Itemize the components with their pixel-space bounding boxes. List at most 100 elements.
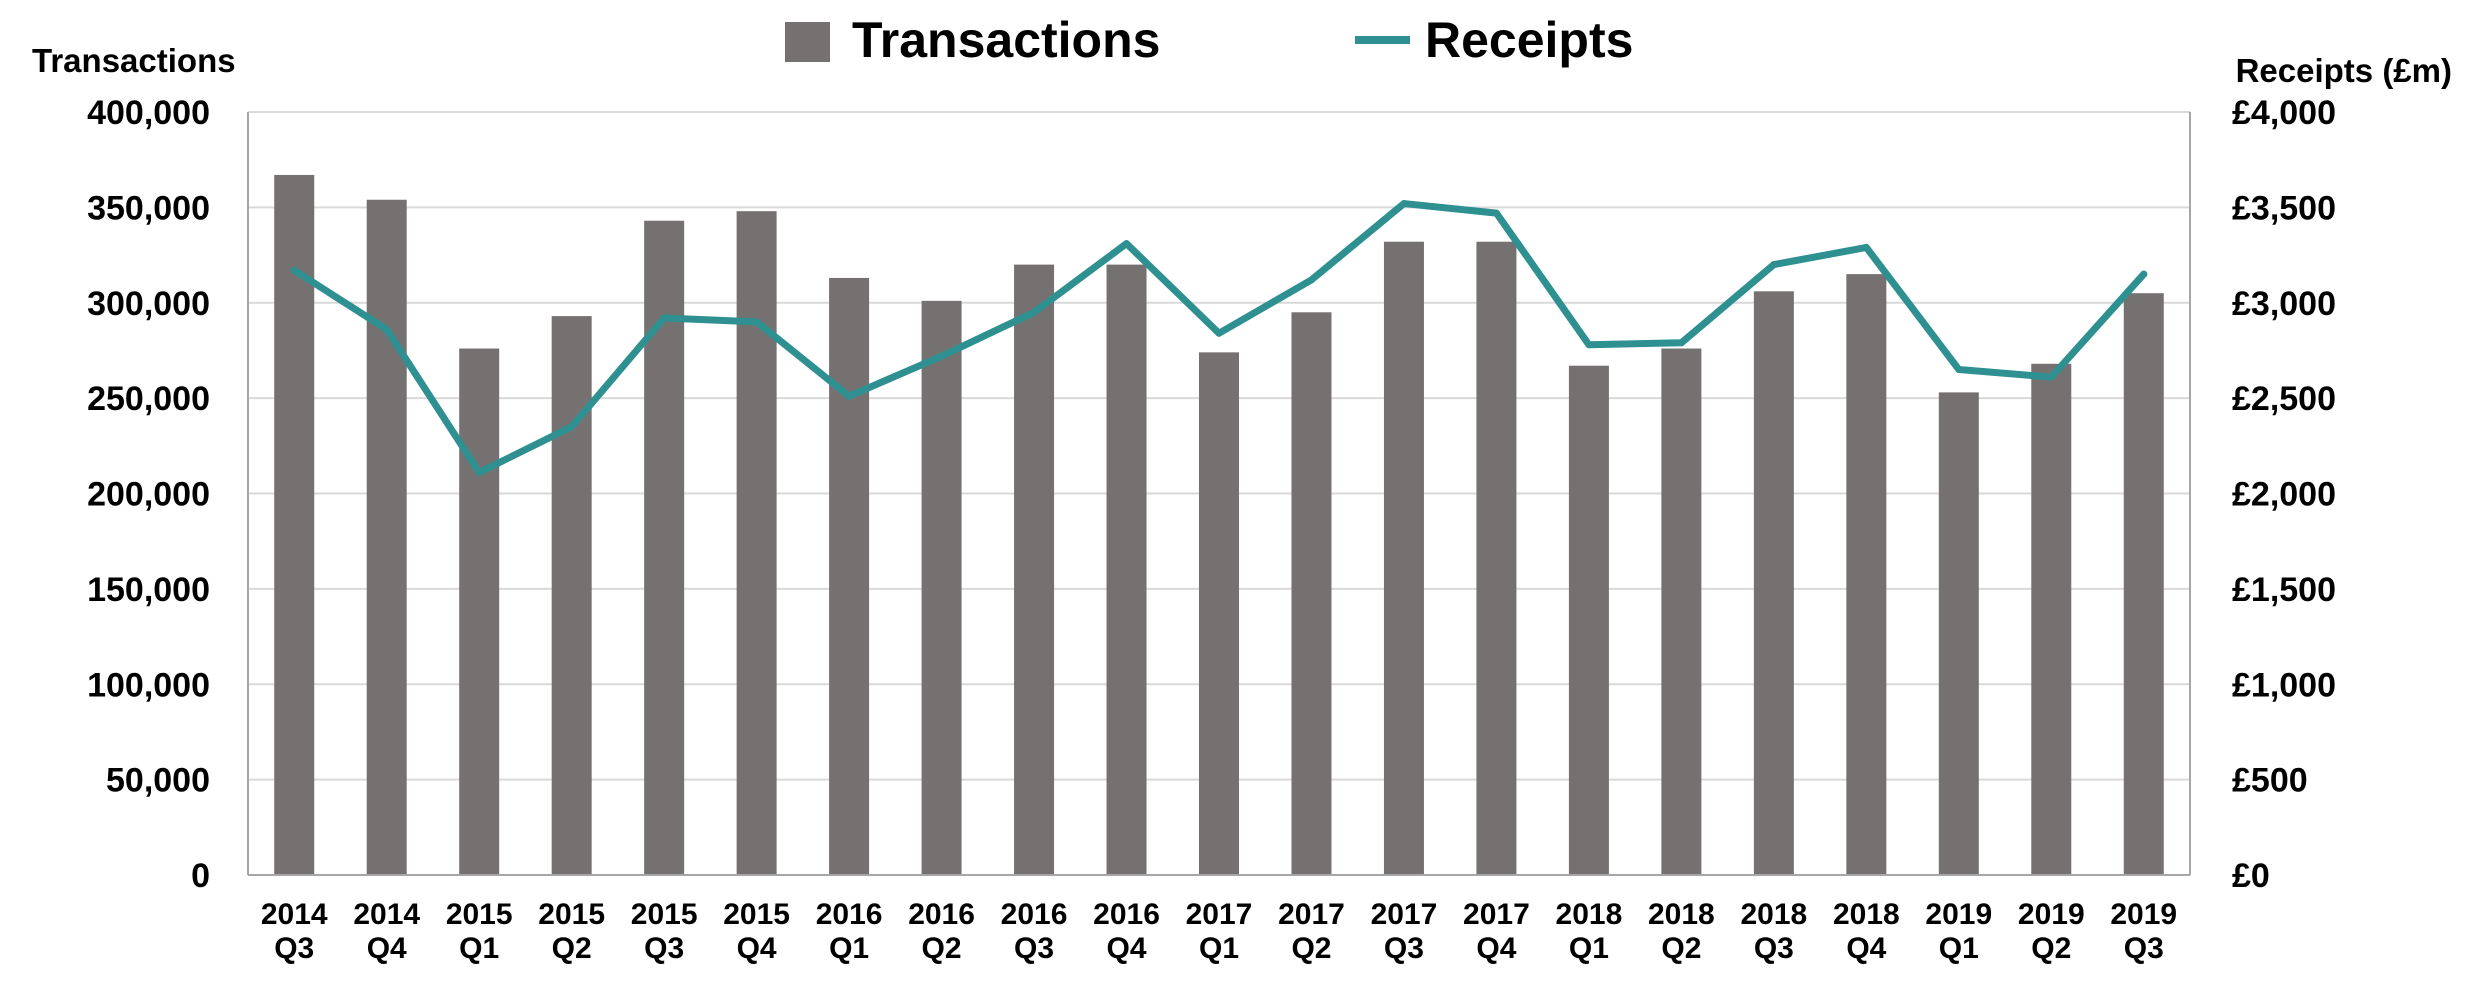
category-label: 2014 Q4 xyxy=(353,898,420,965)
receipts-point xyxy=(1215,329,1223,337)
transactions-bar xyxy=(1106,264,1147,876)
category-quarter: Q2 xyxy=(922,932,962,965)
category-label: 2019 Q3 xyxy=(2110,898,2177,965)
legend-transactions-swatch xyxy=(785,22,830,62)
category-year: 2019 xyxy=(2018,898,2085,931)
category-label: 2017 Q3 xyxy=(1371,898,1438,965)
category-quarter: Q1 xyxy=(1939,932,1979,965)
category-quarter: Q3 xyxy=(2124,932,2164,965)
category-label: 2019 Q1 xyxy=(1925,898,1992,965)
left-tick-label: 200,000 xyxy=(87,476,210,514)
transactions-bar xyxy=(1846,274,1887,875)
chart-legend: Transactions Receipts xyxy=(785,12,1633,68)
left-tick-label: 150,000 xyxy=(87,571,210,609)
receipts-point xyxy=(1677,339,1685,347)
receipts-point xyxy=(2047,373,2055,381)
receipts-point xyxy=(475,469,483,477)
category-year: 2018 xyxy=(1648,898,1715,931)
category-quarter: Q3 xyxy=(1014,932,1054,965)
transactions-bar xyxy=(1199,352,1239,876)
receipts-point xyxy=(1585,341,1593,349)
left-tick-label: 0 xyxy=(191,857,210,895)
category-year: 2018 xyxy=(1556,898,1623,931)
category-label: 2015 Q2 xyxy=(538,898,605,965)
receipts-point xyxy=(1770,261,1778,269)
category-quarter: Q4 xyxy=(1846,932,1886,965)
transactions-bar xyxy=(1383,241,1424,875)
receipts-point xyxy=(753,318,761,326)
receipts-point xyxy=(290,266,298,274)
receipts-series xyxy=(290,200,2148,477)
receipts-point xyxy=(938,352,946,360)
category-quarter: Q4 xyxy=(1107,932,1147,965)
category-year: 2016 xyxy=(816,898,883,931)
left-tick-label: 350,000 xyxy=(87,189,210,227)
category-quarter: Q2 xyxy=(1661,932,1701,965)
receipts-point xyxy=(1123,240,1131,248)
category-quarter: Q2 xyxy=(1291,932,1331,965)
category-year: 2017 xyxy=(1278,898,1345,931)
category-year: 2016 xyxy=(908,898,975,931)
category-year: 2016 xyxy=(1093,898,1160,931)
category-quarter: Q4 xyxy=(737,932,777,965)
category-year: 2017 xyxy=(1371,898,1438,931)
transactions-bar xyxy=(2031,363,2072,875)
category-label: 2015 Q3 xyxy=(631,898,698,965)
right-tick-label: £2,500 xyxy=(2232,380,2336,418)
left-axis-ticks: 0 50,000 100,000 150,000 200,000 250,000 300,0… xyxy=(87,94,210,895)
transactions-bar xyxy=(736,211,777,875)
receipts-point xyxy=(383,325,391,333)
right-tick-label: £4,000 xyxy=(2232,94,2336,132)
right-tick-label: £1,000 xyxy=(2232,666,2336,704)
category-label: 2015 Q4 xyxy=(723,898,790,965)
transactions-bar xyxy=(1291,312,1332,876)
category-label: 2016 Q3 xyxy=(1001,898,1068,965)
category-label: 2019 Q2 xyxy=(2018,898,2085,965)
transactions-bar xyxy=(366,199,407,875)
transactions-bar xyxy=(1568,365,1609,875)
category-year: 2018 xyxy=(1833,898,1900,931)
category-quarter: Q1 xyxy=(1199,932,1239,965)
left-tick-label: 50,000 xyxy=(106,762,210,800)
receipts-point xyxy=(568,423,576,431)
right-tick-label: £0 xyxy=(2232,857,2270,895)
right-axis-title: Receipts (£m) xyxy=(2236,52,2452,89)
category-year: 2016 xyxy=(1001,898,1068,931)
category-label: 2014 Q3 xyxy=(261,898,328,965)
transactions-bar xyxy=(274,174,315,875)
category-label: 2018 Q3 xyxy=(1740,898,1807,965)
category-quarter: Q2 xyxy=(552,932,592,965)
category-year: 2019 xyxy=(2110,898,2177,931)
category-year: 2015 xyxy=(538,898,605,931)
category-label: 2015 Q1 xyxy=(446,898,513,965)
category-year: 2015 xyxy=(631,898,698,931)
category-label: 2016 Q2 xyxy=(908,898,975,965)
category-quarter: Q2 xyxy=(2031,932,2071,965)
category-label: 2018 Q4 xyxy=(1833,898,1900,965)
category-year: 2014 xyxy=(353,898,420,931)
category-label: 2018 Q1 xyxy=(1556,898,1623,965)
left-axis-title: Transactions xyxy=(32,42,236,79)
category-year: 2015 xyxy=(446,898,513,931)
right-tick-label: £500 xyxy=(2232,762,2308,800)
right-tick-label: £2,000 xyxy=(2232,476,2336,514)
receipts-point xyxy=(1400,200,1408,208)
transactions-bar xyxy=(551,316,592,875)
receipts-point xyxy=(845,392,853,400)
category-label: 2017 Q4 xyxy=(1463,898,1530,965)
legend-transactions-label: Transactions xyxy=(852,12,1160,68)
receipts-point xyxy=(1862,243,1870,251)
category-quarter: Q1 xyxy=(829,932,869,965)
category-quarter: Q4 xyxy=(1476,932,1516,965)
category-label: 2017 Q1 xyxy=(1186,898,1253,965)
receipts-point xyxy=(2140,270,2148,278)
receipts-point xyxy=(660,314,668,322)
left-tick-label: 300,000 xyxy=(87,285,210,323)
category-quarter: Q3 xyxy=(1384,932,1424,965)
receipts-point xyxy=(1492,209,1500,217)
right-tick-label: £3,500 xyxy=(2232,189,2336,227)
category-quarter: Q3 xyxy=(274,932,314,965)
receipts-point xyxy=(1030,308,1038,316)
